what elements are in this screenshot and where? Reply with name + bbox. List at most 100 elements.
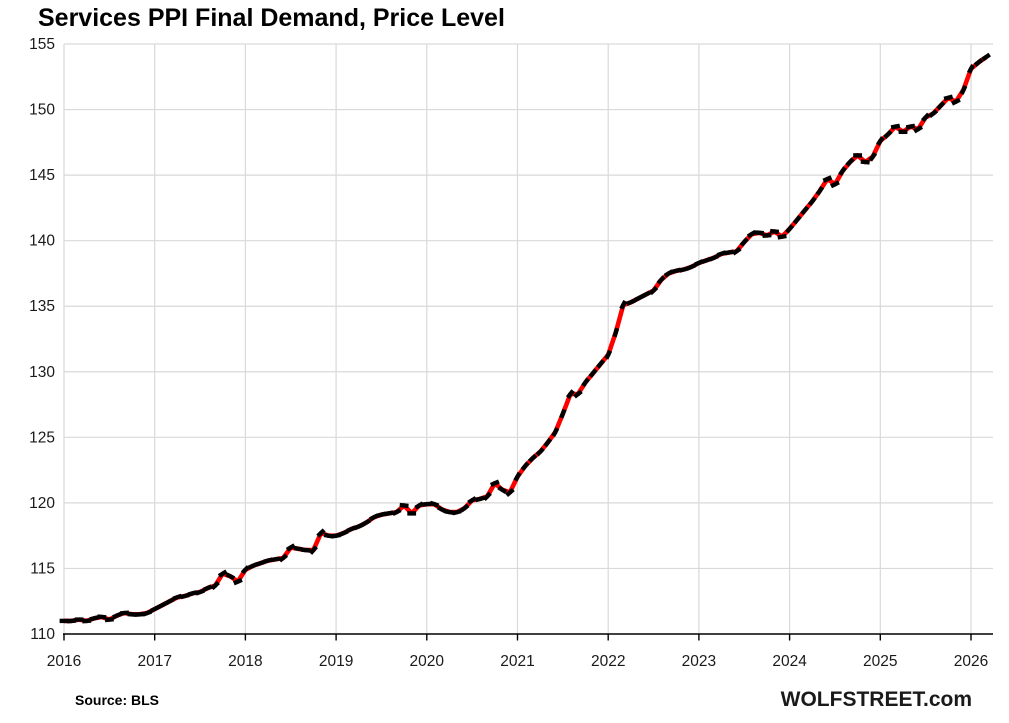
data-point-dash-marker (142, 609, 153, 617)
data-point-dash-marker (353, 522, 364, 531)
data-point-dash-marker (716, 250, 727, 258)
data-point-dash-marker (187, 590, 198, 597)
ppi-series-line (64, 55, 988, 624)
data-point-dash-marker (815, 185, 825, 196)
series-line (64, 55, 988, 624)
data-point-dash-marker (559, 408, 567, 419)
data-point-dash-marker (625, 298, 636, 307)
x-axis (63, 633, 993, 641)
data-point-dash-marker (422, 501, 432, 507)
data-point-dash-marker (565, 389, 575, 399)
x-axis-tick-label: 2017 (137, 653, 171, 670)
data-point-dash-marker (429, 500, 440, 508)
data-point-dash-marker (543, 437, 553, 448)
data-point-dash-marker (671, 267, 682, 275)
data-point-dash-marker (959, 84, 968, 95)
data-point-dash-marker (581, 377, 590, 388)
data-point-dash-marker (573, 389, 583, 399)
series-markers (59, 52, 991, 624)
data-point-dash-marker (981, 52, 991, 62)
data-point-dash-marker (883, 129, 893, 140)
data-point-dash-marker (255, 559, 266, 567)
x-axis-labels: 2016 2017 2018 2019 2020 2021 2022 2023 2024 2025… (47, 653, 988, 670)
data-point-dash-marker (709, 253, 719, 262)
data-point-dash-marker (399, 502, 409, 509)
data-point-dash-marker (588, 368, 598, 378)
data-point-dash-marker (97, 614, 107, 620)
x-axis-tick-label: 2025 (863, 653, 897, 670)
data-point-dash-marker (248, 562, 258, 570)
data-point-dash-marker (513, 471, 522, 482)
data-point-dash-marker (535, 447, 545, 457)
data-point-dash-marker (301, 547, 311, 553)
data-point-dash-marker (164, 597, 175, 606)
data-point-dash-marker (913, 125, 924, 134)
data-point-dash-marker (800, 205, 810, 216)
data-point-dash-marker (293, 545, 303, 552)
data-point-dash-marker (452, 508, 462, 516)
data-point-dash-marker (754, 230, 764, 236)
data-point-dash-marker (316, 528, 326, 538)
data-point-dash-marker (346, 525, 357, 533)
data-point-dash-marker (323, 532, 334, 539)
data-point-dash-marker (232, 577, 243, 586)
data-point-dash-marker (368, 513, 379, 522)
y-axis-tick-label: 120 (29, 495, 55, 512)
data-point-dash-marker (656, 275, 666, 285)
y-axis-tick-label: 115 (30, 560, 55, 577)
x-axis-tick-label: 2023 (682, 653, 716, 670)
data-point-dash-marker (172, 593, 183, 601)
x-axis-tick-label: 2020 (410, 653, 445, 670)
data-point-dash-marker (966, 64, 976, 74)
data-point-dash-marker (285, 543, 296, 552)
y-axis-tick-label: 140 (29, 233, 55, 250)
data-point-dash-marker (678, 266, 689, 273)
data-point-dash-marker (66, 618, 77, 624)
x-axis-tick-label: 2026 (954, 653, 988, 670)
data-point-dash-marker (838, 166, 847, 177)
y-axis-tick-label: 130 (29, 364, 55, 381)
y-axis-tick-label: 150 (29, 102, 55, 119)
data-point-dash-marker (943, 94, 954, 102)
data-point-dash-marker (973, 57, 984, 67)
data-point-dash-marker (868, 151, 878, 162)
data-point-dash-marker (663, 269, 674, 278)
data-point-dash-marker (119, 610, 130, 616)
data-point-dash-marker (822, 175, 833, 183)
data-point-dash-marker (686, 263, 697, 271)
data-point-dash-marker (731, 246, 742, 256)
data-point-dash-marker (112, 611, 122, 620)
data-point-dash-marker (391, 508, 402, 517)
x-axis-tick-label: 2018 (228, 653, 262, 670)
data-point-dash-marker (489, 479, 500, 488)
x-axis-tick-label: 2021 (500, 653, 534, 670)
data-point-dash-marker (633, 294, 644, 303)
y-axis-tick-label: 125 (29, 429, 55, 446)
data-point-dash-marker (860, 159, 870, 165)
data-point-dash-marker (875, 136, 885, 146)
data-point-dash-marker (436, 505, 447, 514)
data-point-dash-marker (762, 232, 772, 238)
data-point-dash-marker (308, 545, 318, 555)
data-point-dash-marker (921, 112, 931, 123)
data-point-dash-marker (331, 532, 341, 539)
y-axis-tick-label: 110 (30, 626, 55, 643)
gridlines (63, 43, 993, 634)
data-point-dash-marker (769, 228, 780, 235)
data-point-dash-marker (950, 97, 961, 106)
data-point-dash-marker (928, 109, 939, 118)
data-point-dash-marker (225, 572, 236, 581)
data-point-dash-marker (202, 584, 213, 592)
data-point-dash-marker (217, 569, 228, 578)
x-axis-tick-label: 2019 (319, 653, 353, 670)
data-point-dash-marker (210, 580, 220, 591)
data-point-dash-marker (520, 461, 530, 471)
data-point-dash-marker (127, 611, 137, 617)
data-point-dash-marker (807, 196, 817, 207)
data-point-dash-marker (104, 617, 114, 623)
data-point-dash-marker (641, 290, 651, 299)
data-point-dash-marker (890, 123, 901, 130)
data-point-dash-marker (612, 327, 620, 338)
